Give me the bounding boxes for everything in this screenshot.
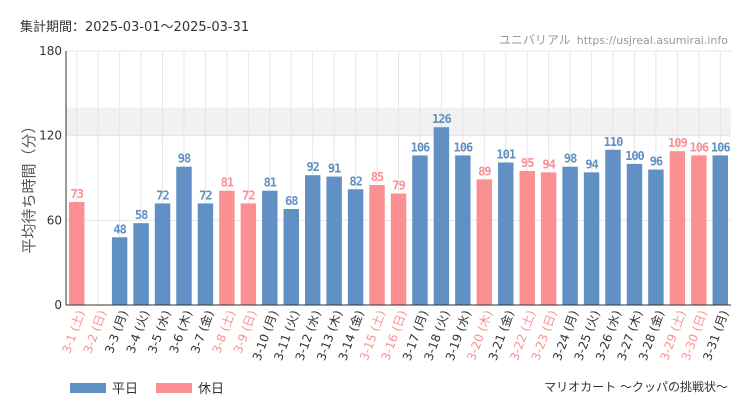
data-label: 94 [585,157,598,171]
data-label: 72 [242,188,255,202]
bar [283,209,299,305]
data-label: 98 [564,152,577,166]
bar [691,155,707,305]
bar [262,190,278,305]
y-tick-label: 120 [39,129,62,143]
data-label: 82 [349,174,362,188]
chart-legend[interactable]: 平日 休日 [70,378,224,397]
bar [455,155,471,305]
bar [648,169,664,305]
data-label: 72 [156,188,169,202]
bar [605,149,621,305]
legend-swatch-weekday [70,382,106,393]
data-label: 91 [328,162,341,176]
data-label: 89 [478,164,491,178]
data-label: 81 [221,176,234,190]
y-tick-label: 0 [54,298,62,312]
data-label: 48 [113,222,126,236]
data-label: 110 [604,135,623,149]
bar [369,185,385,305]
bar [412,155,428,305]
legend-swatch-holiday [156,382,193,393]
data-label: 96 [650,155,663,169]
data-label: 58 [135,208,148,222]
data-label: 98 [178,152,191,166]
data-label: 101 [496,147,515,161]
data-label: 81 [264,176,277,190]
bar [347,189,364,305]
data-label: 126 [432,112,451,126]
data-label: 92 [306,160,319,174]
legend-item-holiday[interactable]: 休日 [156,378,224,397]
data-label: 68 [285,194,298,208]
legend-label-weekday: 平日 [112,382,139,397]
bar [304,175,321,305]
bar [197,203,214,305]
legend-item-weekday[interactable]: 平日 [70,378,138,397]
data-label: 109 [668,136,687,150]
bar [433,127,450,305]
attraction-name: マリオカート ～クッパの挑戦状～ [544,380,728,394]
bar [562,166,578,305]
bar [154,203,171,305]
data-label: 85 [371,170,384,184]
bar [712,155,728,305]
bar [498,162,514,305]
data-label: 106 [711,140,730,154]
data-label: 106 [454,140,473,154]
site-credit[interactable]: ユニバリアル https://usjreal.asumirai.info [499,31,728,48]
bar [583,172,600,305]
data-label: 79 [392,179,405,193]
data-label: 106 [689,140,708,154]
bar [326,176,342,305]
data-label: 73 [70,187,83,201]
site-name: ユニバリアル [498,33,571,47]
data-label: 94 [542,157,555,171]
period-label: 集計期間：2025-03-01～2025-03-31 [20,20,250,35]
y-tick-label: 60 [47,213,62,227]
y-axis-title: 平均待ち時間（分） [20,118,38,253]
bar [69,201,85,305]
data-label: 100 [625,149,644,163]
bar [111,237,128,305]
bar [390,193,407,305]
data-label: 95 [521,156,534,170]
bar [626,163,643,305]
y-tick-label: 180 [39,44,62,58]
bar [219,190,235,305]
bar [476,179,493,305]
bar [540,172,557,305]
legend-label-holiday: 休日 [198,382,225,397]
bar [240,203,257,305]
bar [176,166,192,305]
data-label: 72 [199,188,212,202]
site-url[interactable]: https://usjreal.asumirai.info [576,34,728,47]
bar [519,170,535,305]
bar [133,223,149,305]
data-label: 106 [411,140,430,154]
bar [669,151,686,305]
